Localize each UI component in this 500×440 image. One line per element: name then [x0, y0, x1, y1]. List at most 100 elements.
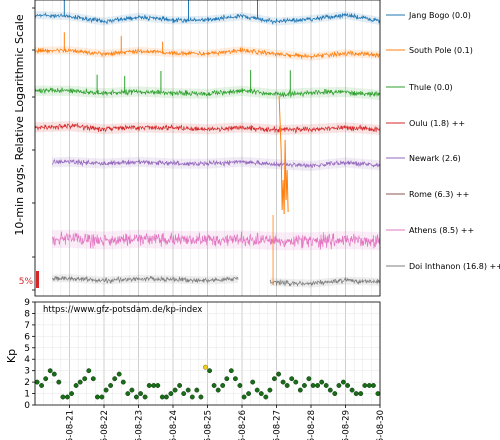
kp-y-tick-label: 7	[24, 321, 30, 331]
series-line	[278, 95, 289, 215]
kp-point	[254, 387, 260, 393]
kp-point	[319, 379, 325, 385]
kp-point	[163, 394, 169, 400]
kp-point	[151, 383, 157, 388]
kp-point	[340, 379, 346, 385]
top-panel-gridlines	[34, 0, 381, 296]
series-line	[52, 231, 381, 250]
kp-point	[43, 376, 49, 382]
legend-item: Jang Bogo (0.0)	[386, 11, 471, 20]
kp-point	[276, 371, 282, 377]
kp-point	[73, 383, 79, 388]
kp-point	[51, 371, 57, 377]
kp-point	[315, 383, 321, 388]
series-8	[52, 274, 381, 288]
kp-point	[142, 394, 148, 400]
kp-y-tick-label: 8	[24, 309, 30, 319]
legend: Jang Bogo (0.0) South Pole (0.1) Thule (0.…	[386, 11, 500, 271]
legend-item: Athens (8.5) ++	[386, 226, 474, 235]
kp-point	[263, 394, 269, 400]
kp-point	[246, 391, 252, 397]
kp-point	[362, 383, 368, 388]
south-pole-excursion	[272, 95, 289, 285]
kp-point	[138, 391, 144, 397]
legend-item: Thule (0.0)	[386, 83, 453, 92]
kp-point	[306, 376, 312, 382]
kp-x-tick-label: 25-08-22	[100, 410, 110, 440]
kp-point	[103, 387, 109, 393]
kp-x-ticks: 25-08-21 25-08-22 25-08-23 25-08-24 25-08-25…	[66, 405, 386, 440]
kp-x-tick-label: 25-08-21	[66, 410, 76, 440]
scale-bar	[36, 271, 39, 288]
kp-point	[69, 391, 75, 397]
kp-x-tick-label: 25-08-27	[273, 410, 283, 440]
series-3	[34, 70, 381, 100]
kp-point	[271, 376, 277, 382]
legend-label: South Pole (0.1)	[409, 46, 473, 55]
kp-point	[56, 379, 62, 385]
kp-point	[267, 387, 273, 393]
kp-y-tick-label: 2	[24, 378, 30, 388]
kp-point	[99, 394, 105, 400]
kp-point	[77, 379, 83, 385]
legend-item: South Pole (0.1)	[386, 46, 473, 55]
series-line	[34, 87, 381, 99]
series-line	[34, 47, 381, 60]
kp-point	[370, 383, 376, 388]
kp-y-tick-label: 0	[24, 401, 30, 411]
kp-y-tick-label: 1	[24, 390, 30, 400]
kp-point	[353, 391, 359, 397]
top-panel: 5% 10-min avgs, Relative Logarithmic Sca…	[13, 0, 381, 297]
legend-label: Newark (2.6)	[409, 154, 461, 163]
kp-point	[146, 383, 152, 388]
kp-y-tick-label: 3	[24, 367, 30, 377]
kp-point	[90, 376, 96, 382]
kp-point	[207, 368, 213, 374]
kp-point	[120, 379, 126, 385]
kp-point	[189, 394, 195, 400]
kp-point	[345, 383, 351, 388]
legend-label: Rome (6.3) ++	[409, 190, 469, 199]
kp-point	[34, 379, 40, 385]
kp-point	[133, 394, 139, 400]
legend-label: Oulu (1.8) ++	[409, 119, 465, 128]
kp-point	[60, 394, 66, 400]
kp-point	[280, 379, 286, 385]
kp-point	[220, 383, 226, 388]
kp-point	[168, 391, 174, 397]
kp-point	[155, 383, 161, 388]
kp-point	[202, 364, 208, 370]
legend-item: Doi Inthanon (16.8) ++	[386, 262, 500, 271]
kp-point	[47, 368, 53, 374]
kp-point	[289, 376, 295, 382]
kp-point	[125, 391, 131, 397]
legend-label: Athens (8.5) ++	[409, 226, 474, 235]
kp-y-ticks: 01 23 45 67 89	[24, 298, 35, 411]
kp-x-tick-label: 25-08-23	[135, 410, 145, 440]
kp-point	[194, 387, 200, 393]
kp-point	[349, 387, 355, 393]
kp-point	[39, 383, 45, 388]
kp-y-tick-label: 4	[24, 355, 30, 365]
kp-point	[293, 379, 299, 385]
series-line	[34, 122, 381, 134]
kp-y-axis-label: Kp	[5, 349, 18, 363]
top-panel-y-ticks	[32, 7, 35, 291]
legend-label: Thule (0.0)	[408, 83, 453, 92]
kp-point	[64, 394, 70, 400]
kp-point	[94, 394, 100, 400]
kp-point	[129, 387, 135, 393]
kp-point	[250, 379, 256, 385]
kp-x-tick-label: 25-08-30	[376, 410, 386, 440]
kp-point	[327, 387, 333, 393]
legend-item: Newark (2.6)	[386, 154, 461, 163]
kp-point	[366, 383, 372, 388]
series-line	[34, 12, 381, 25]
top-panel-series	[34, 0, 381, 288]
kp-point	[375, 391, 381, 397]
kp-x-tick-label: 25-08-24	[169, 410, 179, 440]
kp-points	[34, 364, 381, 400]
series-line	[52, 158, 381, 169]
kp-point	[228, 368, 234, 374]
kp-point	[86, 368, 92, 374]
